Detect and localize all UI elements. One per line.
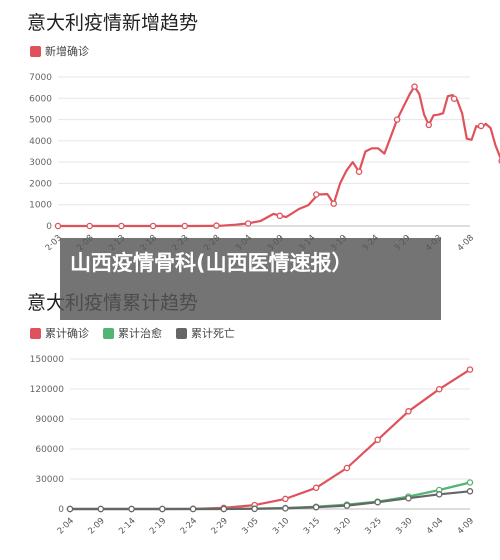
y-tick-label: 30000 [35, 475, 64, 485]
x-tick-label: 3·10 [271, 516, 291, 536]
data-point [477, 122, 485, 130]
data-point [149, 222, 157, 230]
legend-label: 新增确诊 [45, 45, 89, 58]
data-point [312, 484, 320, 492]
data-point [276, 212, 284, 220]
y-tick-label: 4000 [29, 137, 52, 147]
y-tick-label: 90000 [35, 415, 64, 425]
legend-label: 累计治愈 [118, 327, 162, 340]
y-tick-label: 7000 [29, 73, 52, 83]
cumulative-plot: 0 30000 60000 90000 120000 150000 2·04 2·09 2·14… [30, 355, 476, 537]
x-tick-label: 2·19 [148, 516, 168, 536]
data-point [405, 494, 412, 502]
data-point [393, 116, 401, 123]
legend-item[interactable]: 累计死亡 [176, 325, 235, 341]
data-point [343, 464, 351, 472]
data-point [86, 222, 93, 230]
y-tick-label: 2000 [29, 179, 52, 189]
data-point [466, 366, 474, 373]
data-point [118, 222, 125, 230]
data-point [330, 200, 337, 207]
data-point [282, 495, 289, 503]
x-tick-label: 3·25 [363, 516, 383, 536]
chart-legend: 新增确诊 [30, 43, 89, 59]
data-point [244, 220, 252, 227]
data-point [435, 385, 443, 393]
legend-swatch [103, 327, 114, 339]
data-point [343, 502, 351, 509]
x-tick-label: 2·14 [117, 516, 137, 536]
legend-label: 累计确诊 [45, 327, 89, 340]
data-point [313, 191, 320, 198]
y-tick-label: 5000 [29, 116, 52, 126]
legend-item[interactable]: 累计确诊 [30, 325, 89, 341]
data-point [411, 83, 418, 90]
y-tick-label: 120000 [30, 385, 65, 395]
headline-overlay: 山西疫情骨科(山西医情速报） [60, 238, 441, 320]
chart-legend: 累计确诊 累计治愈 累计死亡 [30, 325, 235, 341]
new-cases-plot: 010002000300040005000600070002·032·082·1… [29, 73, 500, 250]
data-point [466, 479, 474, 486]
y-tick-label: 3000 [29, 158, 52, 168]
x-tick-label: 3·30 [394, 516, 414, 536]
data-point [181, 222, 189, 230]
data-point [425, 121, 433, 129]
data-point [374, 436, 381, 444]
y-tick-label: 0 [46, 222, 52, 232]
legend-swatch [30, 45, 41, 57]
y-tick-label: 60000 [35, 445, 64, 455]
data-point [54, 222, 62, 230]
x-tick-label: 3·15 [302, 516, 322, 536]
y-tick-label: 6000 [29, 94, 52, 104]
x-tick-label: 4·04 [425, 516, 445, 536]
chart-title: 意大利疫情新增趋势 [27, 12, 199, 34]
legend-swatch [30, 327, 41, 339]
headline-text: 山西疫情骨科(山西医情速报） [70, 251, 353, 275]
data-point [159, 505, 166, 513]
data-point [450, 95, 458, 102]
y-tick-label: 0 [58, 505, 64, 515]
cumulative-chart: 意大利疫情累计趋势 累计确诊 累计治愈 累计死亡 030000600009000… [0, 282, 500, 560]
data-point [374, 498, 381, 506]
series-line [68, 490, 472, 511]
data-point [312, 503, 320, 511]
x-tick-label: 2·04 [56, 516, 76, 536]
data-point [466, 488, 474, 495]
data-point [213, 222, 220, 229]
data-point [128, 505, 135, 513]
data-point [66, 505, 74, 513]
data-point [355, 168, 363, 175]
new-cases-chart: 意大利疫情新增趋势 新增确诊 0 1000 2000 3000 4000 5000 6000… [0, 0, 500, 250]
x-tick-label: 2·09 [86, 516, 106, 536]
data-point [435, 491, 443, 498]
y-tick-label: 150000 [30, 355, 65, 365]
legend-item[interactable]: 新增确诊 [30, 43, 89, 59]
x-tick-label: 4·08 [456, 233, 476, 250]
data-point [220, 505, 228, 513]
legend-label: 累计死亡 [191, 327, 235, 340]
x-tick-label: 3·20 [333, 516, 353, 536]
legend-item[interactable]: 累计治愈 [103, 325, 162, 341]
y-tick-label: 1000 [29, 201, 52, 211]
data-point [405, 408, 412, 415]
series-line [68, 368, 472, 511]
data-point [282, 505, 289, 512]
data-point [97, 505, 105, 513]
x-tick-label: 4·09 [456, 516, 476, 536]
x-tick-label: 3·05 [240, 516, 260, 536]
data-point [251, 505, 258, 513]
x-tick-label: 2·29 [210, 516, 230, 536]
data-point [189, 505, 197, 513]
legend-swatch [176, 327, 187, 339]
x-tick-label: 2·24 [179, 516, 199, 536]
